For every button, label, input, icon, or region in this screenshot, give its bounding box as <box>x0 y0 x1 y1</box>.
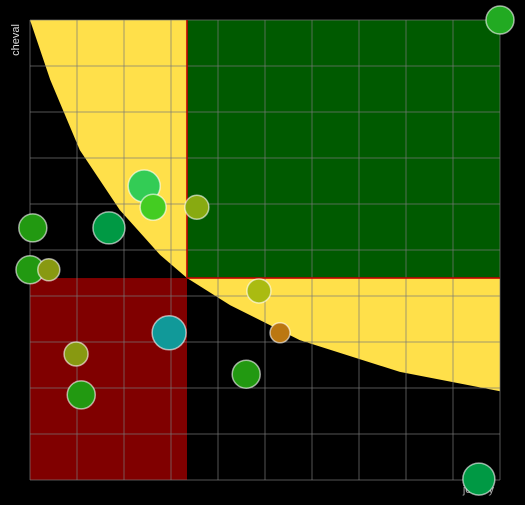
bubble <box>37 258 61 282</box>
bubble <box>92 211 126 245</box>
bubble <box>18 213 48 243</box>
high-region <box>186 20 501 279</box>
bubble <box>63 341 89 367</box>
bubble <box>246 278 272 304</box>
bubble <box>485 5 515 35</box>
band-region <box>30 20 500 392</box>
bubble <box>231 359 261 389</box>
bubble <box>462 462 496 496</box>
bubble <box>269 322 291 344</box>
bubble <box>139 193 167 221</box>
bubble <box>184 194 210 220</box>
bubble <box>66 380 96 410</box>
y-axis-label: cheval <box>10 24 22 56</box>
low-region <box>30 278 187 480</box>
bubble <box>151 315 187 351</box>
